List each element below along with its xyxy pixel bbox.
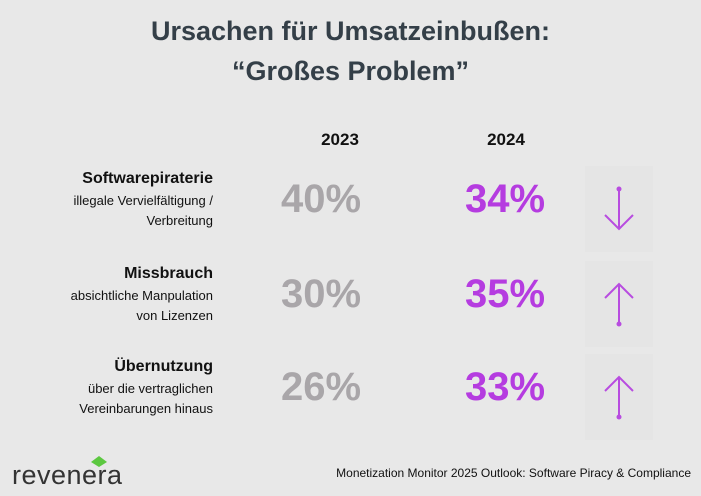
value-2024: 34% [464, 177, 546, 221]
logo-text: revenera [12, 460, 123, 490]
row-sublabel: über die vertraglichen [87, 381, 213, 396]
column-header-2024: 2024 [487, 130, 525, 149]
value-2024: 35% [464, 272, 546, 316]
value-2023: 26% [280, 365, 362, 409]
row-sublabel: Verbreitung [146, 213, 214, 228]
leaf-icon [91, 456, 107, 467]
trend-down-arrow-icon [585, 166, 653, 252]
title-line-1: Ursachen für Umsatzeinbußen: [150, 16, 551, 46]
row-label: Softwarepiraterie illegale Vervielfältigu… [0, 170, 213, 231]
value-2023: 40% [280, 177, 362, 221]
row-sublabel: absichtliche Manpulation [70, 288, 213, 303]
value-2024: 33% [464, 365, 546, 409]
row-sublabel: von Lizenzen [136, 308, 213, 323]
revenera-logo: revenera [12, 456, 123, 491]
trend-up-arrow-icon [585, 261, 653, 347]
value-2023: 30% [280, 272, 362, 316]
row-sublabel: Vereinbarungen hinaus [79, 401, 213, 416]
row-title: Übernutzung [114, 358, 213, 375]
row-sublabel: illegale Vervielfältigung / [73, 193, 213, 208]
row-title: Missbrauch [124, 265, 213, 282]
column-header-2023: 2023 [321, 130, 359, 149]
trend-up-arrow-icon [585, 354, 653, 440]
row-label: Übernutzung über die vertraglichen Vereinb… [0, 358, 213, 419]
title-line-2: “Großes Problem” [231, 56, 470, 86]
footer-source: Monetization Monitor 2025 Outlook: Softw… [336, 466, 691, 480]
row-title: Softwarepiraterie [82, 170, 213, 187]
row-label: Missbrauch absichtliche Manpulation von Li… [0, 265, 213, 326]
